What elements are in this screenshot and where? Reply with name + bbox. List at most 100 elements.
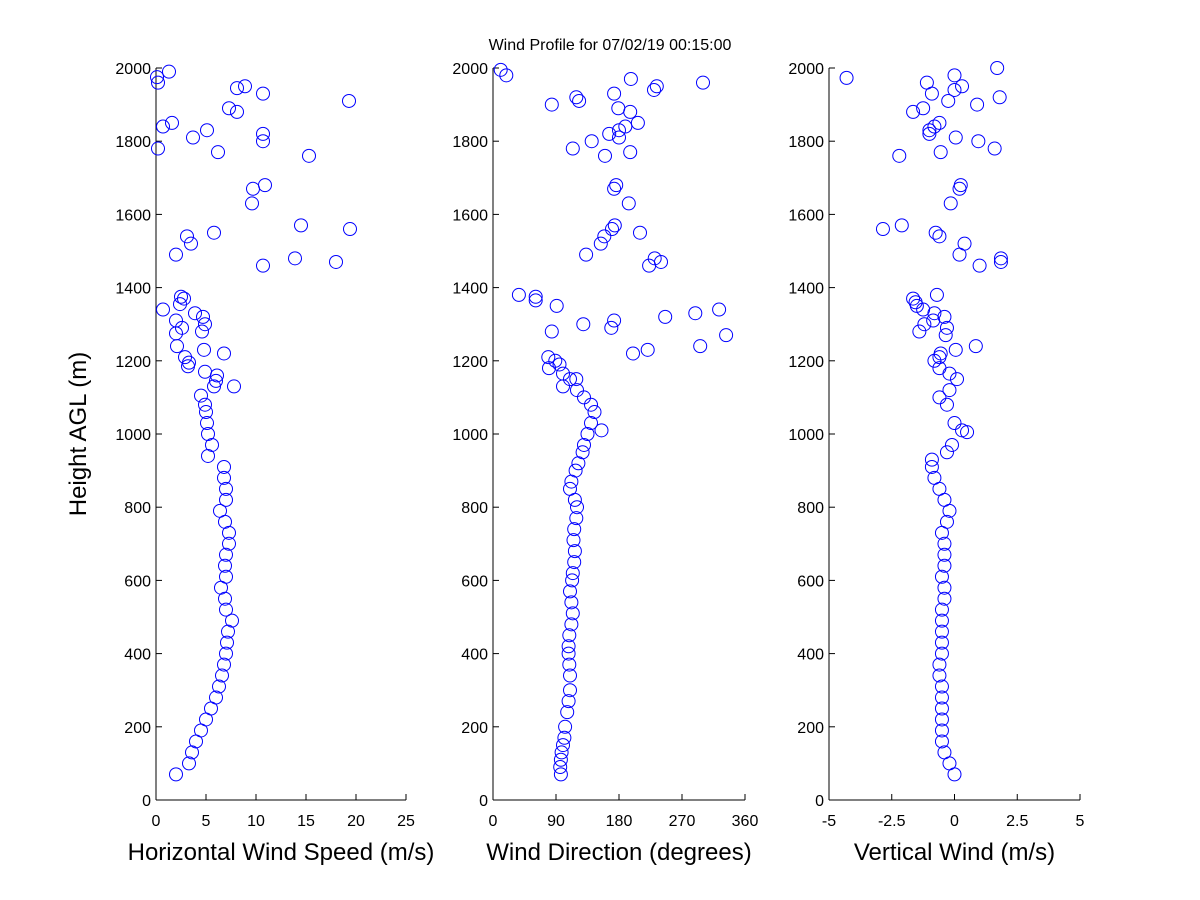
data-point — [542, 361, 556, 376]
data-point — [194, 388, 208, 403]
data-point — [607, 313, 622, 328]
data-point — [934, 679, 949, 694]
data-point — [934, 723, 949, 738]
data-point — [941, 93, 956, 108]
data-point — [937, 580, 952, 595]
data-point — [556, 738, 570, 753]
y-tick-label: 1400 — [115, 281, 151, 298]
data-point — [230, 104, 244, 119]
data-point — [219, 481, 233, 496]
data-point — [971, 134, 986, 149]
data-point — [528, 289, 543, 304]
data-point — [294, 218, 308, 233]
data-point — [612, 123, 626, 138]
data-point — [556, 379, 570, 394]
data-point — [607, 86, 622, 101]
data-point — [553, 767, 568, 782]
data-point — [633, 225, 647, 240]
data-point — [955, 79, 970, 94]
data-point — [934, 624, 949, 639]
data-point — [688, 306, 703, 321]
data-point — [185, 745, 199, 760]
data-point — [553, 760, 568, 775]
data-point — [609, 178, 624, 193]
data-point — [894, 218, 909, 233]
y-tick-label: 1000 — [452, 427, 488, 444]
x-tick-label: 0 — [950, 813, 959, 830]
data-point — [554, 745, 569, 760]
data-point — [245, 196, 259, 211]
data-point — [932, 350, 947, 365]
data-point — [572, 93, 587, 108]
data-point — [169, 247, 183, 262]
data-point — [712, 302, 727, 317]
data-point — [607, 218, 622, 233]
x-tick-label: 10 — [247, 813, 265, 830]
y-tick-label: 1600 — [452, 207, 488, 224]
data-point — [563, 683, 577, 698]
x-tick-label: -5 — [822, 813, 836, 830]
data-point — [570, 383, 584, 398]
data-point — [256, 126, 270, 141]
y-tick-label: 1800 — [452, 134, 488, 151]
data-point — [607, 181, 622, 196]
y-tick-label: 400 — [461, 647, 488, 664]
data-point — [181, 359, 195, 374]
data-point — [256, 134, 270, 149]
data-point — [934, 690, 949, 705]
data-point — [990, 61, 1005, 75]
y-tick-label: 1000 — [788, 427, 824, 444]
data-point — [567, 555, 582, 570]
data-point — [952, 247, 967, 262]
data-point — [258, 178, 272, 193]
data-point — [947, 82, 962, 97]
data-point — [238, 79, 252, 94]
data-point — [541, 350, 556, 365]
y-tick-label: 1200 — [452, 354, 488, 371]
data-point — [210, 368, 224, 383]
data-point — [197, 342, 211, 357]
data-point — [174, 289, 188, 304]
y-tick-label: 2000 — [452, 61, 488, 78]
data-point — [593, 236, 608, 251]
data-point — [952, 181, 967, 196]
data-point — [623, 71, 638, 86]
y-tick-label: 400 — [797, 647, 824, 664]
y-tick-label: 1600 — [788, 207, 824, 224]
data-point — [569, 90, 584, 105]
x-tick-label: 25 — [397, 813, 415, 830]
panel-3: 0 200 400 600 800 1000 1200 1400 1600 1800 2000 -5 -… — [788, 61, 1085, 866]
data-point — [939, 320, 954, 335]
x-axis-label: Wind Direction (degrees) — [486, 839, 751, 866]
data-point — [162, 64, 176, 79]
data-point — [565, 566, 580, 581]
panel-1: 0 200 400 600 800 1000 1200 1400 1600 1800 2000 0 5 1… — [115, 61, 434, 866]
x-tick-label: 2.5 — [1006, 813, 1028, 830]
data-point — [227, 379, 241, 394]
data-point — [972, 258, 987, 273]
data-point — [200, 416, 214, 431]
y-tick-label: 800 — [461, 500, 488, 517]
data-point — [212, 679, 226, 694]
data-point — [602, 126, 617, 141]
data-point — [329, 254, 343, 269]
data-point — [552, 357, 567, 372]
y-tick-label: 1200 — [788, 354, 824, 371]
data-point — [875, 222, 890, 237]
data-point — [927, 353, 942, 368]
data-point — [180, 229, 194, 244]
data-point — [947, 68, 962, 83]
x-tick-label: 270 — [669, 813, 696, 830]
data-point — [219, 547, 233, 562]
data-point — [934, 602, 949, 617]
data-point — [937, 591, 952, 606]
data-point — [200, 123, 214, 138]
x-tick-label: 360 — [732, 813, 759, 830]
data-point — [557, 730, 572, 745]
data-point — [565, 573, 580, 588]
data-point — [839, 70, 854, 85]
data-point — [948, 130, 963, 145]
data-point — [567, 492, 582, 507]
data-point — [577, 437, 591, 452]
